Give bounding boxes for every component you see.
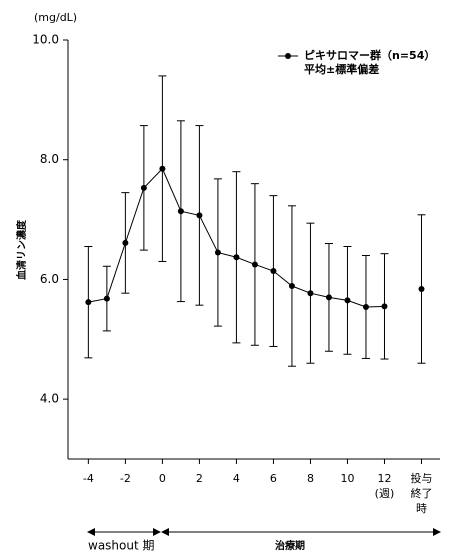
period-label: washout 期 — [88, 539, 155, 553]
point — [196, 212, 203, 219]
point — [233, 254, 240, 261]
point — [325, 294, 332, 301]
y-unit: (mg/dL) — [34, 11, 77, 24]
point — [103, 295, 110, 302]
point — [85, 299, 92, 306]
point — [362, 303, 369, 310]
y-tick-label: 6.0 — [40, 272, 59, 286]
point — [270, 268, 277, 275]
y-tick-label: 10.0 — [32, 33, 59, 47]
point — [344, 297, 351, 304]
point — [122, 239, 129, 246]
x-tick-label: 10 — [340, 472, 354, 485]
point — [418, 286, 425, 293]
legend-marker — [285, 53, 291, 59]
x-tick-label: 2 — [196, 472, 203, 485]
x-unit: (週) — [375, 487, 395, 500]
point — [381, 303, 388, 310]
x-tick-label: -4 — [83, 472, 94, 485]
x-tick-label: 8 — [307, 472, 314, 485]
y-tick-label: 8.0 — [40, 152, 59, 166]
legend-label: ピキサロマー群（n=54） — [304, 48, 435, 62]
point — [177, 208, 184, 215]
x-tick-label: 4 — [233, 472, 240, 485]
x-tick-label: 投与終了時 — [410, 471, 432, 515]
x-tick-label: 0 — [159, 472, 166, 485]
period-label: 治療期 — [275, 539, 305, 552]
point — [140, 184, 147, 191]
y-axis-label: 血清リン濃度 — [15, 219, 28, 280]
point — [159, 165, 166, 172]
x-tick-label: 12 — [377, 472, 391, 485]
x-tick-label: -2 — [120, 472, 131, 485]
point — [288, 283, 295, 290]
y-tick-label: 4.0 — [40, 392, 59, 406]
point — [307, 290, 314, 297]
point — [251, 261, 258, 268]
legend-note: 平均±標準偏差 — [304, 62, 379, 76]
x-tick-label: 6 — [270, 472, 277, 485]
point — [214, 249, 221, 256]
